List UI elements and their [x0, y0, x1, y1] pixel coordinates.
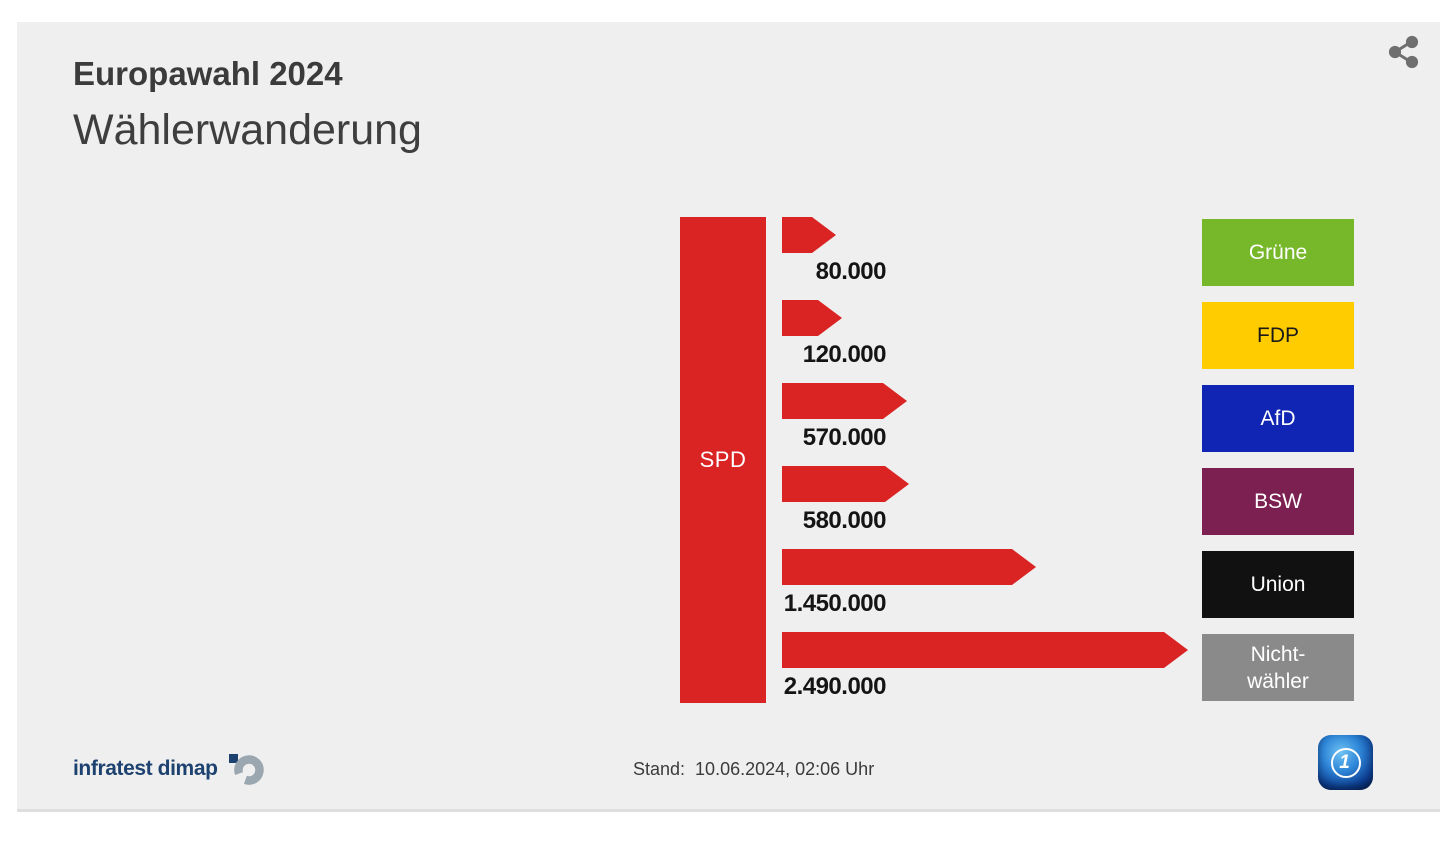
share-icon[interactable]: [1387, 34, 1421, 68]
flow-arrow: [782, 217, 836, 253]
infratest-dimap-wordmark: infratest dimap: [73, 757, 218, 780]
flow-arrow: [782, 632, 1188, 668]
flow-value-label: 580.000: [802, 507, 887, 534]
flow-row-bsw: 580.000 BSW: [17, 466, 1440, 549]
infratest-dimap-mark-icon: [228, 754, 264, 785]
ard-one-glyph: 1: [1339, 751, 1350, 773]
party-box-union: Union: [1202, 551, 1354, 618]
page-title: Wählerwanderung: [73, 106, 422, 154]
source-party-bar-spd: SPD: [680, 217, 766, 703]
infratest-dimap-logo: infratest dimap: [73, 752, 266, 786]
party-box-nichtwaehler: Nicht- wähler: [1202, 634, 1354, 701]
flow-row-fdp: 120.000 FDP: [17, 300, 1440, 383]
stand-label: Stand:: [633, 759, 686, 779]
flow-value-label: 570.000: [802, 424, 887, 451]
source-party-label: SPD: [699, 447, 747, 472]
flow-value-label: 2.490.000: [783, 673, 887, 700]
flow-arrow: [782, 383, 907, 419]
flow-value-label: 1.450.000: [783, 590, 887, 617]
flow-value-label: 80.000: [815, 258, 887, 285]
stand-value: 10.06.2024, 02:06 Uhr: [695, 759, 875, 779]
party-box-gruene: Grüne: [1202, 219, 1354, 286]
flow-value-label: 120.000: [802, 341, 887, 368]
flow-row-union: 1.450.000 Union: [17, 549, 1440, 632]
kicker: Europawahl 2024: [73, 55, 343, 92]
flow-arrow: [782, 300, 842, 336]
party-box-bsw: BSW: [1202, 468, 1354, 535]
flow-row-gruene: 80.000 Grüne: [17, 217, 1440, 300]
status-timestamp: Stand: 10.06.2024, 02:06 Uhr: [633, 759, 874, 780]
party-box-fdp: FDP: [1202, 302, 1354, 369]
party-box-afd: AfD: [1202, 385, 1354, 452]
flow-row-nichtwaehler: 2.490.000 Nicht- wähler: [17, 632, 1440, 715]
flow-row-afd: 570.000 AfD: [17, 383, 1440, 466]
ard-ring: 1: [1330, 747, 1361, 778]
infographic-panel: Europawahl 2024 Wählerwanderung SPD 80.0…: [17, 22, 1440, 812]
flow-arrow: [782, 466, 909, 502]
flow-arrow: [782, 549, 1036, 585]
ard-das-erste-logo-icon: 1: [1318, 735, 1373, 790]
